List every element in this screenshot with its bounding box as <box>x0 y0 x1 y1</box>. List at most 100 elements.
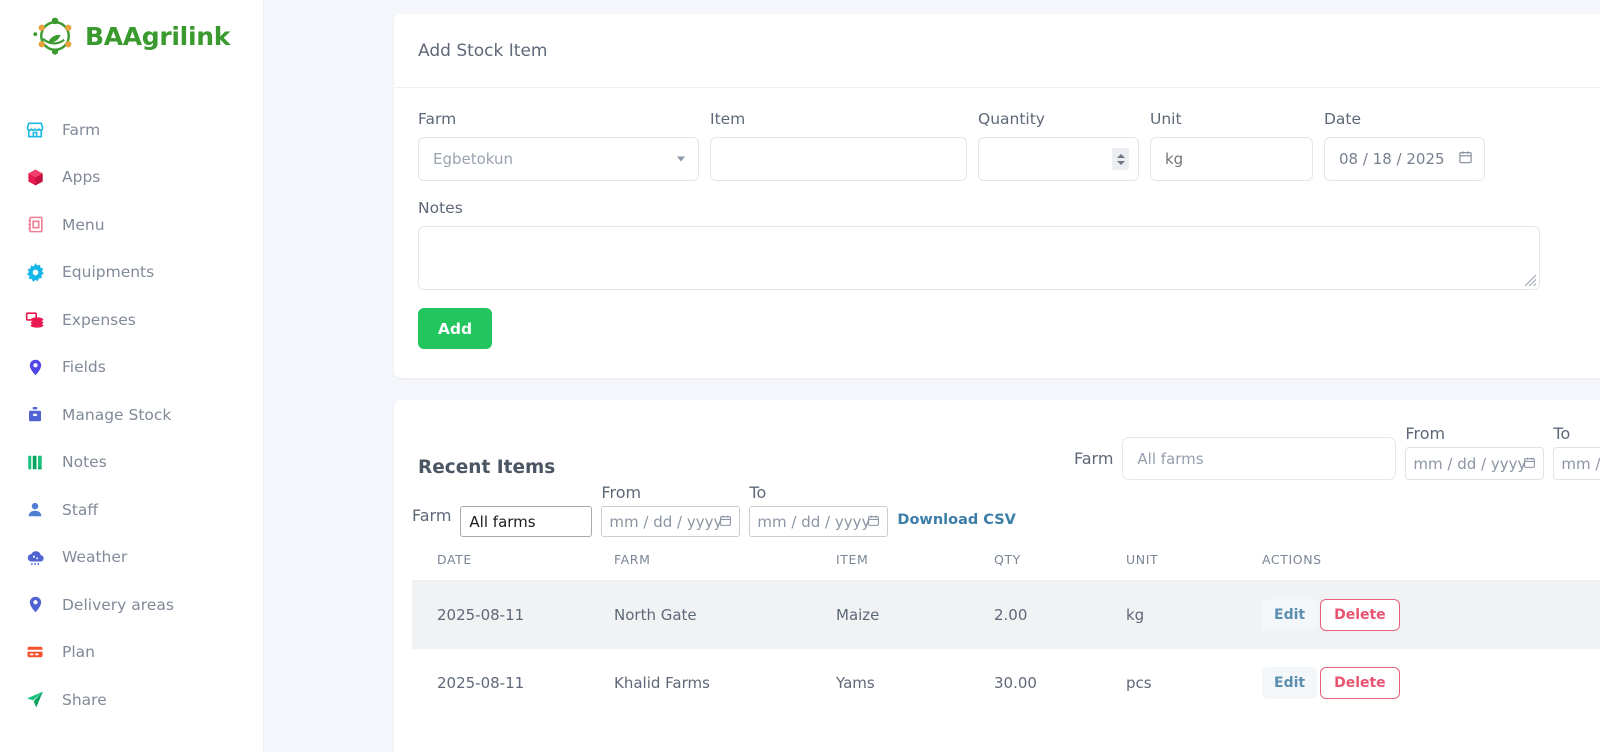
item-input[interactable] <box>710 137 967 181</box>
farm-select-value: Egbetokun <box>433 150 514 168</box>
sidebar-nav: Farm Apps <box>0 106 263 724</box>
edit-button[interactable]: Edit <box>1262 599 1318 631</box>
quantity-input[interactable] <box>978 137 1139 181</box>
field-date: Date 08 / 18 / 2025 <box>1324 110 1485 181</box>
notebook-icon <box>22 214 48 236</box>
sidebar-item-label: Plan <box>62 643 95 662</box>
cell-unit: kg <box>1126 606 1145 624</box>
filter-farm-value-top: All farms <box>1137 449 1204 468</box>
cell-item: Maize <box>836 606 880 624</box>
brand-logo[interactable]: BAAgrilink <box>0 0 263 62</box>
stepper-down-icon[interactable] <box>1116 160 1125 165</box>
add-stock-card: Add Stock Item Farm Egbetokun Item <box>394 14 1600 378</box>
sidebar-item-plan[interactable]: Plan <box>0 629 263 677</box>
calendar-icon[interactable] <box>867 513 880 531</box>
filter-farm-select-bottom[interactable]: All farms <box>460 506 593 537</box>
sidebar-item-label: Share <box>62 690 107 709</box>
filter-from-group-top: From mm / dd / yyyy <box>1405 424 1545 480</box>
date-label: Date <box>1324 110 1362 128</box>
brand-name: BAAgrilink <box>84 21 231 51</box>
table-body: 2025-08-11 North Gate Maize 2.00 kg Edit… <box>412 580 1600 718</box>
sidebar-item-weather[interactable]: Weather <box>0 534 263 582</box>
cell-date: 2025-08-11 <box>437 606 525 624</box>
table-row[interactable]: 2025-08-11 Khalid Farms Yams 30.00 pcs E… <box>412 649 1600 717</box>
quantity-stepper[interactable] <box>1112 148 1129 170</box>
filter-to-label-bottom: To <box>749 483 767 502</box>
cell-date: 2025-08-11 <box>437 674 525 692</box>
filter-farm-group-bottom: All farms <box>460 506 593 537</box>
add-button[interactable]: Add <box>418 308 492 349</box>
sidebar-item-apps[interactable]: Apps <box>0 154 263 202</box>
sidebar-item-expenses[interactable]: Expenses <box>0 296 263 344</box>
field-notes: Notes <box>418 199 1576 290</box>
notes-label: Notes <box>418 199 463 217</box>
edit-button[interactable]: Edit <box>1262 667 1318 699</box>
sidebar-item-label: Fields <box>62 358 106 377</box>
table-row[interactable]: 2025-08-11 North Gate Maize 2.00 kg Edit… <box>412 580 1600 649</box>
filter-from-label-top: From <box>1405 424 1446 443</box>
col-unit: UNIT <box>1126 542 1262 581</box>
sidebar-item-manage-stock[interactable]: Manage Stock <box>0 391 263 439</box>
filter-farm-label-bottom: Farm <box>412 506 452 525</box>
map-pin-icon <box>22 356 48 378</box>
filter-to-date-top[interactable]: mm / dd / yyyy <box>1553 447 1600 480</box>
cloud-icon <box>22 546 48 568</box>
unit-input[interactable] <box>1150 137 1313 181</box>
table-header: DATE FARM ITEM QTY UNIT ACTIONS <box>412 542 1600 581</box>
filter-farm-select-top[interactable]: All farms <box>1122 437 1397 480</box>
delete-button[interactable]: Delete <box>1320 667 1400 699</box>
farm-select[interactable]: Egbetokun <box>418 137 699 181</box>
filter-farm-label-top: Farm <box>1074 449 1114 468</box>
date-input[interactable]: 08 / 18 / 2025 <box>1324 137 1485 181</box>
filter-from-placeholder-top: mm / dd / yyyy <box>1413 454 1527 473</box>
sidebar-item-fields[interactable]: Fields <box>0 344 263 392</box>
field-farm: Farm Egbetokun <box>418 110 699 181</box>
agrilink-logo-icon <box>33 17 72 55</box>
filter-from-label-bottom: From <box>601 483 642 502</box>
filter-to-placeholder-bottom: mm / dd / yyyy <box>757 512 871 531</box>
sidebar-item-farm[interactable]: Farm <box>0 106 263 154</box>
form-row-primary: Farm Egbetokun Item Quantity <box>418 110 1576 181</box>
stepper-up-icon[interactable] <box>1116 153 1125 158</box>
sidebar-item-delivery-areas[interactable]: Delivery areas <box>0 581 263 629</box>
field-unit: Unit <box>1150 110 1313 181</box>
recent-filter-bar-bottom: Farm All farms From mm / dd / yyyy <box>412 483 1016 537</box>
add-stock-title: Add Stock Item <box>394 14 1600 88</box>
filter-to-date-bottom[interactable]: mm / dd / yyyy <box>749 506 889 537</box>
sidebar-item-notes[interactable]: Notes <box>0 439 263 487</box>
sidebar-item-label: Equipments <box>62 263 155 282</box>
unit-label: Unit <box>1150 110 1182 128</box>
field-quantity: Quantity <box>978 110 1139 181</box>
gear-icon <box>22 261 48 283</box>
sidebar-item-label: Notes <box>62 453 107 472</box>
filter-to-group-top: To mm / dd / yyyy <box>1553 424 1600 480</box>
filter-from-group-bottom: From mm / dd / yyyy <box>601 483 741 537</box>
filter-from-date-top[interactable]: mm / dd / yyyy <box>1405 447 1545 480</box>
filter-to-group-bottom: To mm / dd / yyyy <box>749 483 889 537</box>
calendar-icon[interactable] <box>719 513 732 531</box>
sidebar-item-share[interactable]: Share <box>0 676 263 724</box>
resize-handle-icon[interactable] <box>1524 274 1537 287</box>
recent-items-table: DATE FARM ITEM QTY UNIT ACTIONS 2025-08-… <box>412 542 1600 717</box>
credit-card-icon <box>22 641 48 663</box>
calendar-icon[interactable] <box>1458 150 1473 169</box>
cell-qty: 30.00 <box>994 674 1037 692</box>
filter-from-date-bottom[interactable]: mm / dd / yyyy <box>601 506 741 537</box>
sidebar-item-menu[interactable]: Menu <box>0 201 263 249</box>
recent-items-title: Recent Items <box>418 457 556 478</box>
sidebar-item-label: Weather <box>62 548 128 567</box>
calendar-icon[interactable] <box>1523 455 1536 473</box>
col-item: ITEM <box>836 542 994 581</box>
col-qty: QTY <box>994 542 1126 581</box>
download-csv-link[interactable]: Download CSV <box>897 512 1016 528</box>
notes-textarea[interactable] <box>418 226 1540 290</box>
sidebar-item-equipments[interactable]: Equipments <box>0 249 263 297</box>
filter-farm-value-bottom: All farms <box>469 512 536 531</box>
delete-button[interactable]: Delete <box>1320 599 1400 631</box>
date-value: 08 / 18 / 2025 <box>1339 150 1445 168</box>
item-label: Item <box>710 110 746 128</box>
box-icon <box>22 166 48 188</box>
sidebar-item-staff[interactable]: Staff <box>0 486 263 534</box>
map-pin-icon <box>22 594 48 616</box>
cell-farm: North Gate <box>614 606 697 624</box>
